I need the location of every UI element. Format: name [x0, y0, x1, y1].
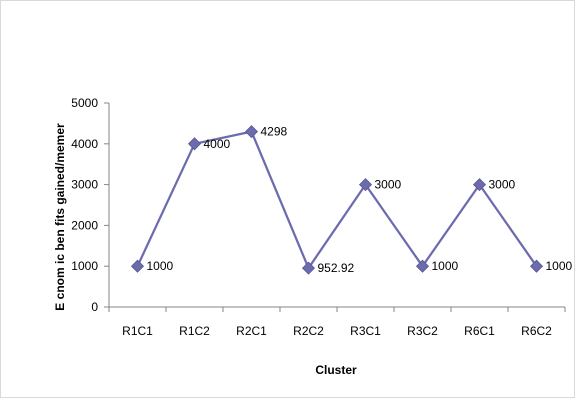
data-labels: 1000 4000 4298 952.92 3000 1000 3000 1000: [147, 125, 573, 275]
series-line: [136, 130, 538, 270]
data-point-marker: [130, 259, 145, 273]
x-tick-label: R2C2: [293, 324, 324, 338]
y-tick-label: 5000: [71, 96, 98, 110]
data-label: 1000: [147, 259, 174, 273]
x-tick-label: R3C1: [350, 324, 381, 338]
y-tick-labels: 0 1000 2000 3000 4000 5000: [71, 96, 98, 314]
data-label: 952.92: [318, 261, 355, 275]
data-markers: [130, 125, 544, 275]
data-label: 1000: [432, 259, 459, 273]
data-point-marker: [358, 178, 373, 192]
y-tick-label: 0: [91, 300, 98, 314]
x-tick-label: R2C1: [236, 324, 267, 338]
y-tick-label: 3000: [71, 178, 98, 192]
data-point-marker: [415, 259, 430, 273]
y-tick-label: 4000: [71, 137, 98, 151]
x-tick-label: R6C1: [464, 324, 495, 338]
y-tick-label: 2000: [71, 218, 98, 232]
x-tick-label: R6C2: [521, 324, 552, 338]
data-label: 4298: [261, 125, 288, 139]
y-axis-title: E cnom ic ben fits gained/memer: [53, 123, 67, 311]
data-point-marker: [529, 259, 544, 273]
data-point-marker: [187, 137, 202, 151]
series-line-path: [136, 130, 538, 270]
data-label: 3000: [489, 178, 516, 192]
data-point-marker: [472, 178, 487, 192]
axes: [104, 102, 566, 312]
x-tick-label: R1C1: [122, 324, 153, 338]
data-label: 4000: [204, 137, 231, 151]
data-label: 3000: [375, 178, 402, 192]
y-tick-label: 1000: [71, 259, 98, 273]
data-point-marker: [301, 261, 316, 275]
x-tick-label: R3C2: [407, 324, 438, 338]
x-tick-labels: R1C1 R1C2 R2C1 R2C2 R3C1 R3C2 R6C1 R6C2: [122, 324, 552, 338]
x-axis-title: Cluster: [315, 363, 357, 377]
data-point-marker: [244, 125, 259, 139]
x-tick-label: R1C2: [179, 324, 210, 338]
data-label: 1000: [546, 259, 573, 273]
